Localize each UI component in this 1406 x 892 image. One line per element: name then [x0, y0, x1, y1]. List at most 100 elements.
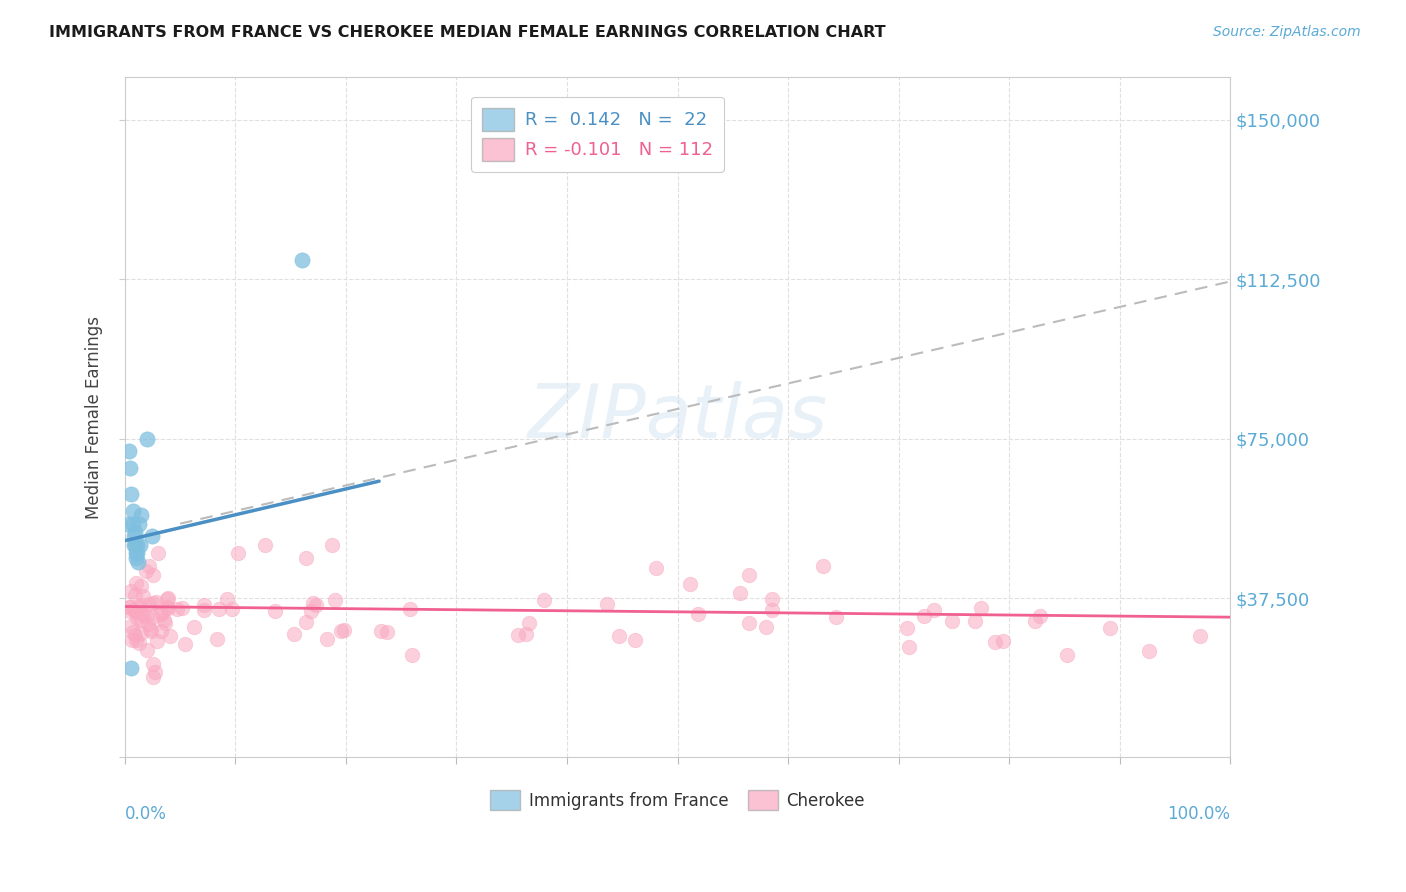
Y-axis label: Median Female Earnings: Median Female Earnings: [86, 316, 103, 519]
Point: [254, 538, 277, 552]
Point: [142, 567, 165, 582]
Point: [302, 596, 325, 610]
Point: [316, 632, 339, 647]
Point: [138, 622, 160, 636]
Point: [173, 637, 195, 651]
Point: [128, 516, 150, 531]
Point: [329, 624, 352, 638]
Point: [183, 620, 205, 634]
Point: [221, 601, 243, 615]
Point: [156, 591, 179, 606]
Point: [124, 604, 146, 618]
Point: [129, 613, 152, 627]
Point: [125, 546, 148, 560]
Point: [370, 624, 392, 638]
Point: [984, 634, 1007, 648]
Point: [941, 614, 963, 628]
Text: 100.0%: 100.0%: [1167, 805, 1230, 823]
Point: [991, 634, 1014, 648]
Point: [963, 614, 986, 628]
Point: [517, 615, 540, 630]
Point: [208, 602, 231, 616]
Point: [1056, 648, 1078, 662]
Point: [124, 525, 146, 540]
Point: [679, 577, 702, 591]
Point: [136, 432, 159, 446]
Point: [304, 599, 326, 613]
Point: [166, 601, 188, 615]
Point: [896, 621, 918, 635]
Point: [141, 529, 163, 543]
Point: [129, 626, 152, 640]
Text: Source: ZipAtlas.com: Source: ZipAtlas.com: [1213, 25, 1361, 39]
Point: [924, 603, 946, 617]
Point: [129, 601, 152, 615]
Point: [761, 602, 783, 616]
Point: [645, 561, 668, 575]
Point: [138, 617, 160, 632]
Point: [738, 567, 761, 582]
Point: [515, 627, 537, 641]
Point: [142, 597, 165, 611]
Point: [142, 670, 165, 684]
Point: [226, 546, 249, 560]
Point: [135, 609, 157, 624]
Text: ZIPatlas: ZIPatlas: [527, 382, 828, 453]
Point: [117, 516, 139, 531]
Point: [283, 627, 305, 641]
Point: [139, 624, 162, 638]
Point: [152, 613, 174, 627]
Point: [912, 609, 935, 624]
Point: [375, 625, 398, 640]
Point: [121, 516, 143, 531]
Point: [125, 610, 148, 624]
Point: [596, 597, 619, 611]
Point: [128, 636, 150, 650]
Point: [138, 559, 160, 574]
Legend: Immigrants from France, Cherokee: Immigrants from France, Cherokee: [484, 783, 872, 817]
Point: [399, 602, 422, 616]
Point: [172, 601, 194, 615]
Point: [142, 657, 165, 671]
Point: [205, 632, 228, 647]
Point: [688, 607, 710, 621]
Point: [825, 610, 848, 624]
Point: [291, 253, 314, 268]
Point: [193, 603, 215, 617]
Point: [738, 615, 761, 630]
Point: [321, 538, 343, 552]
Point: [125, 538, 148, 552]
Point: [1137, 643, 1160, 657]
Point: [898, 640, 921, 654]
Point: [1024, 614, 1046, 628]
Point: [118, 604, 141, 618]
Point: [122, 538, 145, 552]
Point: [146, 546, 169, 560]
Point: [156, 600, 179, 615]
Point: [125, 550, 148, 565]
Point: [129, 538, 152, 552]
Point: [401, 648, 423, 663]
Point: [533, 593, 555, 607]
Point: [263, 604, 285, 618]
Point: [146, 634, 169, 648]
Point: [506, 628, 529, 642]
Point: [125, 546, 148, 560]
Point: [755, 619, 778, 633]
Point: [215, 592, 238, 607]
Point: [811, 559, 834, 574]
Point: [624, 633, 647, 648]
Point: [607, 629, 630, 643]
Point: [118, 600, 141, 615]
Point: [124, 633, 146, 648]
Point: [124, 587, 146, 601]
Point: [120, 487, 142, 501]
Point: [1098, 621, 1121, 635]
Point: [332, 623, 354, 637]
Point: [118, 444, 141, 458]
Point: [1188, 629, 1211, 643]
Text: IMMIGRANTS FROM FRANCE VS CHEROKEE MEDIAN FEMALE EARNINGS CORRELATION CHART: IMMIGRANTS FROM FRANCE VS CHEROKEE MEDIA…: [49, 25, 886, 40]
Point: [143, 665, 166, 680]
Point: [970, 601, 993, 615]
Text: 0.0%: 0.0%: [125, 805, 167, 823]
